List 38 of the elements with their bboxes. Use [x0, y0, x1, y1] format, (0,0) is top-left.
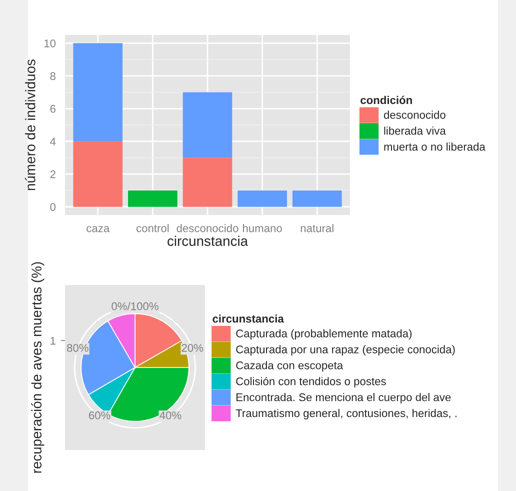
x-tick-label: natural	[300, 224, 334, 232]
legend-label: desconocido	[384, 110, 446, 119]
text: 0%/100%	[112, 302, 158, 310]
legend-label: Encontrada. Se menciona el cuerpo del ave	[236, 393, 451, 404]
text: 80%	[67, 344, 88, 352]
y-tick-label: 10	[44, 39, 56, 48]
text: 20%	[182, 344, 204, 352]
text: 60%	[88, 411, 110, 420]
x-tick-label: caza	[86, 226, 110, 232]
bar	[73, 43, 123, 142]
y-tick-label: 6	[50, 104, 56, 113]
legend-title: circunstancia	[212, 314, 284, 323]
legend-label: muerta o no liberada	[384, 142, 486, 151]
bar	[128, 190, 178, 207]
legend-label: Cazada con escopeta	[236, 361, 344, 372]
legend-label: liberada viva	[384, 126, 446, 135]
text: recuperación de aves muertas (%)	[31, 262, 44, 473]
text: 40%	[160, 411, 182, 420]
bar	[238, 190, 287, 207]
x-tick-label: humano	[243, 224, 282, 232]
y-tick-label: 2	[50, 170, 56, 178]
bar	[73, 141, 123, 207]
bar	[182, 158, 232, 207]
bar	[292, 190, 342, 207]
x-axis-title: circunstancia	[168, 236, 248, 246]
x-tick-label: desconocido	[176, 224, 238, 232]
legend-label: Traumatismo general, contusiones, heridas, .	[236, 408, 456, 420]
legend-label: Colisión con tendidos o postes	[236, 376, 386, 388]
bar	[182, 92, 232, 158]
y-axis-title: número de individuos	[24, 59, 36, 190]
y-tick-label: 0	[50, 203, 56, 211]
legend-label: Capturada (probablemente matada)	[236, 329, 412, 340]
legend-label: Capturada por una rapaz (especie conocida)	[236, 345, 455, 356]
legend-title: condición	[360, 96, 412, 104]
y-tick-label: 4	[50, 138, 56, 146]
x-tick-label: control	[136, 224, 169, 232]
text: 1	[50, 336, 56, 345]
y-tick-label: 8	[50, 72, 56, 80]
